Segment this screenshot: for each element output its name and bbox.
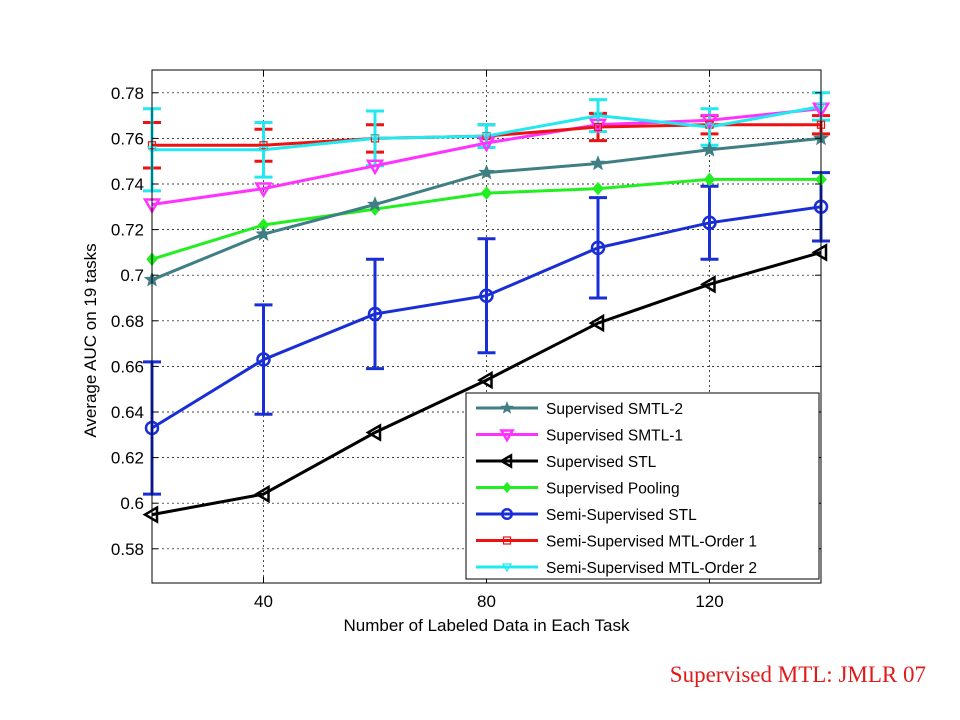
supervised-stl-line [151, 250, 822, 517]
supervised-stl-point [588, 313, 605, 333]
semi-supervised-stl-line [151, 205, 822, 430]
y-axis-ticks: 0.58 0.6 0.62 0.64 0.66 0.68 0.7 0.72 0.74 0.76 0.… [111, 84, 821, 559]
supervised-smtl-2-point [478, 164, 495, 180]
y-tick-label: 0.64 [111, 403, 144, 422]
x-axis-label: Number of Labeled Data in Each Task [343, 616, 630, 635]
supervised-stl-point [477, 370, 493, 390]
semi-supervised-stl-point [256, 352, 271, 367]
y-axis-label: Average AUC on 19 tasks [81, 243, 100, 437]
supervised-smtl-1-point [477, 136, 496, 153]
y-tick-label: 0.6 [120, 494, 144, 513]
supervised-stl-point [700, 275, 716, 294]
legend-marker-supervised-stl [498, 453, 513, 469]
supervised-smtl-2-point [701, 141, 718, 157]
supervised-smtl-2-point [589, 155, 607, 171]
supervised-stl-point [254, 484, 270, 504]
y-tick-label: 0.7 [120, 266, 144, 285]
legend-marker-supervised-smtl-2 [500, 400, 514, 414]
y-tick-label: 0.58 [111, 540, 144, 559]
legend-label-supervised-stl: Supervised STL [546, 454, 657, 471]
semi-supervised-stl-point [702, 215, 717, 231]
y-tick-label: 0.78 [111, 84, 144, 103]
legend-label-semi-supervised-mtl-order-1: Semi-Supervised MTL-Order 1 [546, 534, 757, 551]
supervised-stl-point [365, 423, 382, 442]
semi-supervised-mtl-order-2-point [481, 132, 492, 142]
supervised-smtl-2-point [366, 196, 384, 212]
legend-marker-semi-supervised-mtl-order-1 [502, 536, 512, 545]
supervised-pooling-point [480, 186, 493, 200]
y-tick-label: 0.66 [111, 357, 144, 376]
legend-label-semi-supervised-stl: Semi-Supervised STL [546, 507, 697, 524]
x-tick-label: 40 [254, 592, 273, 611]
legend-marker-semi-supervised-stl [500, 507, 514, 521]
x-tick-label: 120 [695, 592, 723, 611]
semi-supervised-mtl-order-2-point [258, 146, 269, 156]
y-tick-label: 0.76 [111, 129, 144, 148]
supervised-smtl-2-point [255, 225, 272, 241]
supervised-stl-point [811, 243, 828, 262]
legend-label-supervised-smtl-1: Supervised SMTL-1 [546, 428, 683, 445]
supervised-pooling-point [592, 181, 604, 196]
semi-supervised-mtl-order-1-point [259, 141, 268, 150]
legend-marker-supervised-pooling [502, 481, 512, 494]
legend: Supervised SMTL-2 Supervised SMTL-1 Superv… [465, 392, 820, 580]
semi-supervised-stl-point [479, 288, 494, 303]
legend-marker-semi-supervised-mtl-order-2 [501, 563, 513, 573]
semi-supervised-mtl-order-2-point [704, 123, 715, 133]
y-tick-label: 0.68 [111, 312, 144, 331]
x-tick-label: 80 [477, 592, 496, 611]
supervised-smtl-1-point [254, 182, 273, 199]
supervised-stl-point [142, 505, 159, 524]
semi-supervised-mtl-order-1-point [593, 122, 603, 132]
legend-label-semi-supervised-mtl-order-2: Semi-Supervised MTL-Order 2 [546, 560, 757, 577]
y-tick-label: 0.72 [111, 221, 144, 240]
legend-label-supervised-pooling: Supervised Pooling [546, 481, 680, 498]
supervised-smtl-1-point [365, 159, 385, 176]
y-tick-label: 0.74 [111, 175, 144, 194]
supervised-smtl-1-line [151, 107, 822, 206]
semi-supervised-stl-point [367, 306, 383, 322]
legend-marker-supervised-smtl-1 [499, 429, 515, 443]
supervised-pooling-point [703, 172, 716, 187]
semi-supervised-mtl-order-2-point [592, 111, 604, 121]
legend-label-supervised-smtl-2: Supervised SMTL-2 [546, 401, 683, 418]
semi-supervised-stl-point [590, 240, 606, 256]
semi-supervised-mtl-order-2-point [369, 134, 381, 144]
y-tick-label: 0.62 [111, 449, 144, 468]
slide-caption: Supervised MTL: JMLR 07 [669, 662, 926, 687]
